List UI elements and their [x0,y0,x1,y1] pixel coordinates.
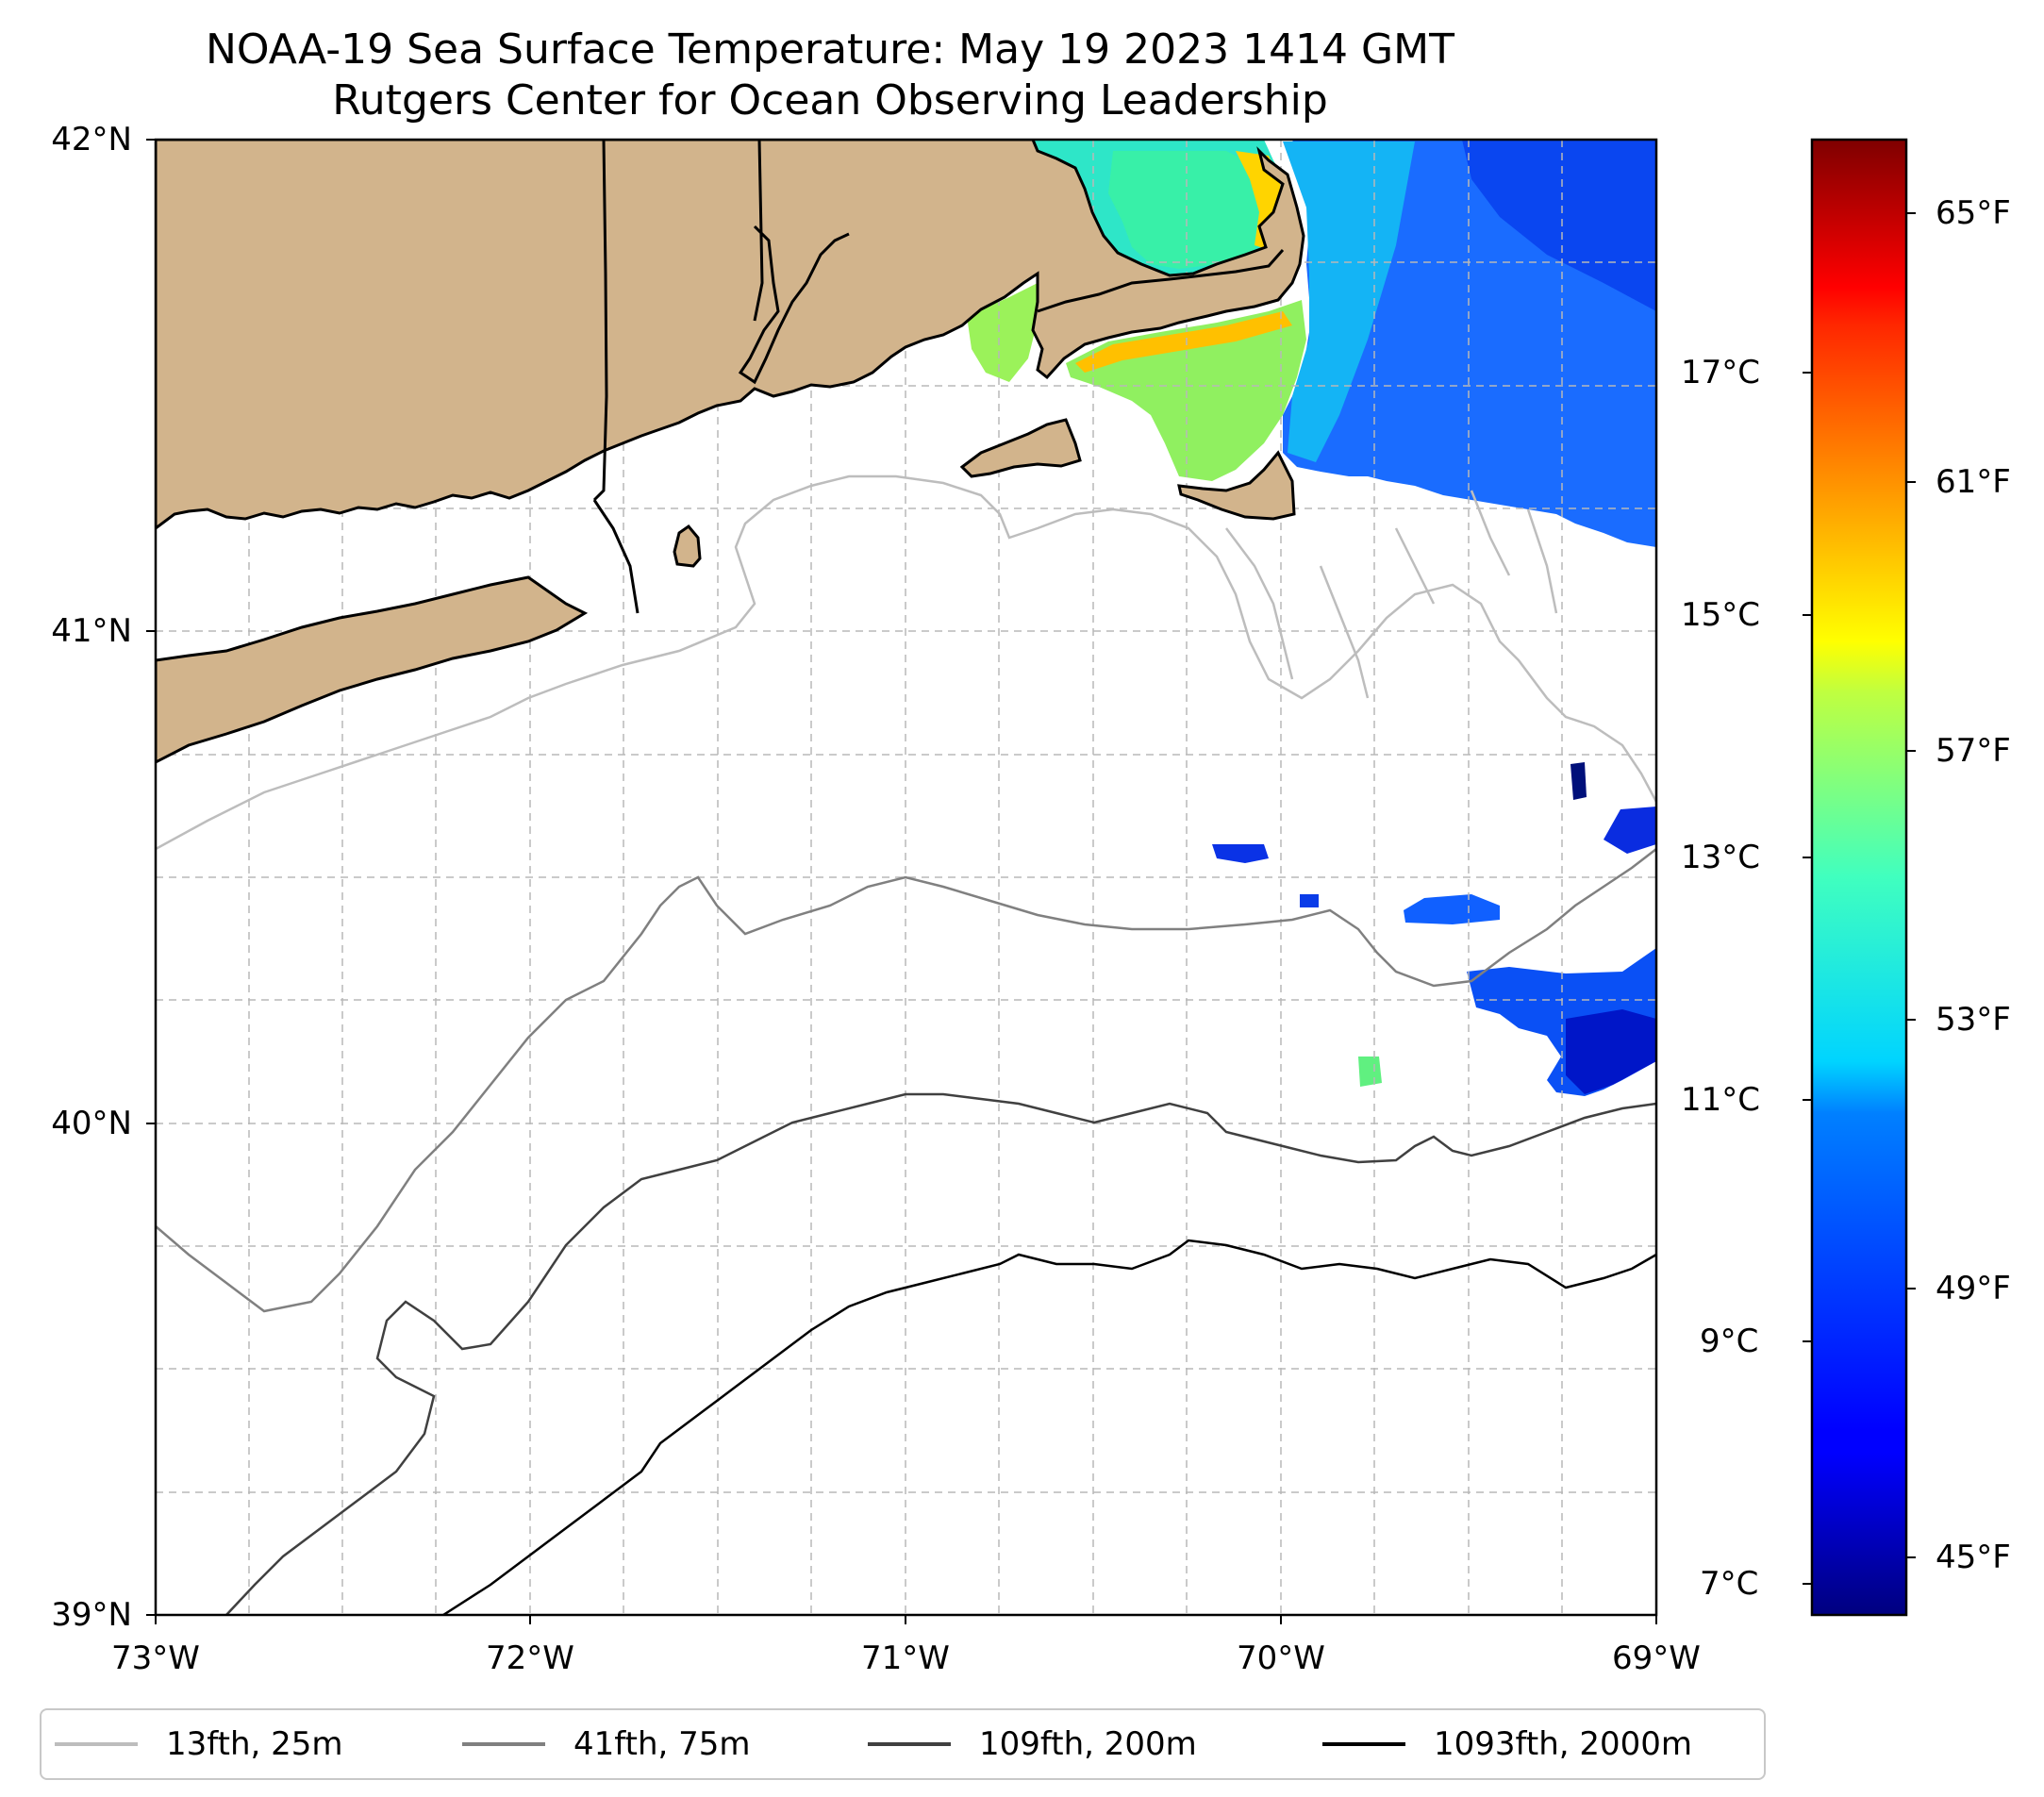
land-nantucket [1177,450,1296,521]
colorbar-c-7: 7°C [1700,1565,1759,1603]
lat-tick-42: 42°N [51,121,132,158]
contour-75m [156,848,1656,1313]
land-layer [156,140,1305,764]
legend-label-2000m: 1093fth, 2000m [1434,1725,1693,1763]
land-cape-cod-arm [1037,249,1285,313]
lon-tick-70: 70°W [1237,1639,1325,1677]
legend-swatch-75m [462,1742,545,1746]
colorbar-ticks [1803,212,1916,1585]
sst-patch-small-2 [1300,894,1319,907]
legend-item-2000m: 1093fth, 2000m [1322,1710,1692,1778]
sst-patch-sound-warm-edge [1075,311,1292,373]
land-martha-vineyard [959,418,1082,478]
sst-patch-offshore-cyan [1283,141,1415,462]
map-gridlines [156,140,1656,1615]
colorbar-f-57: 57°F [1936,732,2011,770]
lat-tick-39: 39°N [51,1596,132,1634]
map-subtitle: Rutgers Center for Ocean Observing Leade… [332,76,1328,125]
sst-patch-small-4 [1358,1057,1382,1087]
land-new-england [156,140,1305,530]
legend-swatch-200m [868,1742,951,1746]
colorbar-c-15: 15°C [1681,596,1761,634]
legend-label-200m: 109fth, 200m [979,1725,1197,1763]
legend-label-25m: 13fth, 25m [166,1725,343,1763]
colorbar-c-11: 11°C [1681,1081,1761,1119]
state-borders [592,140,764,614]
map-title: NOAA-19 Sea Surface Temperature: May 19 … [206,25,1454,74]
axis-ticks [146,139,1657,1624]
legend-swatch-25m [55,1742,138,1746]
legend-swatch-2000m [1322,1742,1405,1746]
colorbar-f-49: 49°F [1936,1270,2011,1307]
colorbar-f-53: 53°F [1936,1001,2011,1039]
lon-tick-72: 72°W [486,1639,574,1677]
contour-200m [225,1092,1656,1615]
colorbar-c-17: 17°C [1681,354,1761,391]
colorbar-f-45: 45°F [1936,1539,2011,1576]
colorbar-f-61: 61°F [1936,463,2011,501]
bathymetry-contours [156,474,1656,1615]
lon-tick-69: 69°W [1612,1639,1701,1677]
sst-patch-small-6 [1604,807,1656,854]
sst-patch-buzzards-bay [967,283,1038,382]
colorbar-c-13: 13°C [1681,839,1761,876]
lat-tick-40: 40°N [51,1105,132,1142]
contour-25m-shoals [1225,490,1558,699]
legend-item-75m: 41fth, 75m [462,1710,751,1778]
contour-2000m [442,1239,1656,1615]
sst-patch-small-3 [1404,894,1500,924]
sst-patch-small-1 [1212,844,1269,863]
land-block-island [673,524,702,568]
legend-item-200m: 109fth, 200m [868,1710,1197,1778]
land-long-island [156,575,589,764]
sst-patch-offshore-dark [1462,140,1656,311]
sst-patch-small-5 [1570,762,1587,800]
legend-item-25m: 13fth, 25m [55,1710,343,1778]
colorbar-f-65: 65°F [1936,194,2011,232]
sst-patch-southeast-dark [1566,1009,1656,1094]
lon-tick-73: 73°W [111,1639,200,1677]
lat-tick-41: 41°N [51,612,132,650]
sst-patch-bay-inner [1108,151,1273,269]
contour-legend: 13fth, 25m 41fth, 75m 109fth, 200m 1093f… [40,1708,1766,1780]
colorbar-c-9: 9°C [1700,1323,1759,1360]
contour-25m [156,474,1656,851]
legend-label-75m: 41fth, 75m [573,1725,751,1763]
land-narragansett [738,225,850,385]
lon-tick-71: 71°W [861,1639,950,1677]
colorbar [1810,138,1908,1617]
